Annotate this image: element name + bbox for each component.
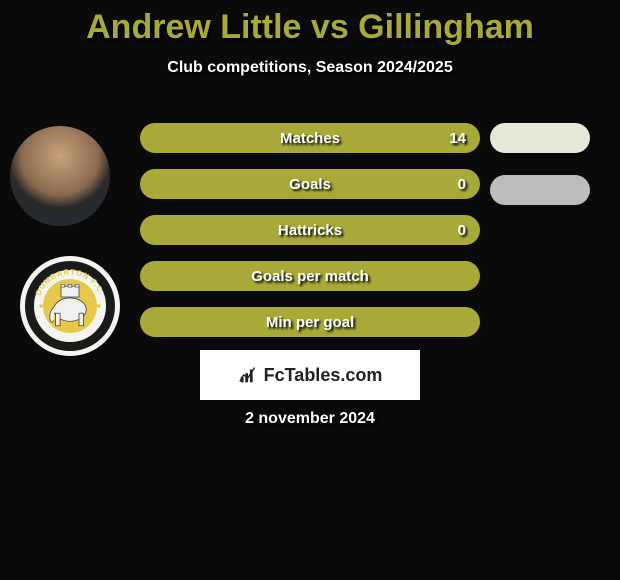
- comparison-pill-goals: [490, 175, 590, 205]
- player-avatar: [10, 126, 110, 226]
- fctables-attribution: FcTables.com: [200, 350, 420, 400]
- stat-row-min-per-goal: Min per goal: [140, 307, 480, 337]
- stat-value: 0: [458, 222, 466, 239]
- club-badge-svg: DUMBARTON F.C.: [25, 261, 115, 351]
- stats-rows: Matches 14 Goals 0 Hattricks 0 Goals per…: [140, 123, 480, 353]
- fctables-text: FcTables.com: [264, 365, 383, 386]
- bar-chart-icon: [238, 364, 260, 386]
- subtitle: Club competitions, Season 2024/2025: [0, 59, 620, 77]
- stat-value: 14: [449, 130, 466, 147]
- stat-label: Min per goal: [140, 314, 480, 331]
- stat-row-hattricks: Hattricks 0: [140, 215, 480, 245]
- stat-label: Hattricks: [140, 222, 480, 239]
- stat-value: 0: [458, 176, 466, 193]
- page-title: Andrew Little vs Gillingham: [0, 0, 620, 47]
- date-text: 2 november 2024: [0, 410, 620, 428]
- stat-label: Goals per match: [140, 268, 480, 285]
- stat-row-goals: Goals 0: [140, 169, 480, 199]
- club-badge: DUMBARTON F.C.: [20, 256, 120, 356]
- stat-label: Matches: [140, 130, 480, 147]
- stat-row-goals-per-match: Goals per match: [140, 261, 480, 291]
- stat-label: Goals: [140, 176, 480, 193]
- comparison-pill-matches: [490, 123, 590, 153]
- stat-row-matches: Matches 14: [140, 123, 480, 153]
